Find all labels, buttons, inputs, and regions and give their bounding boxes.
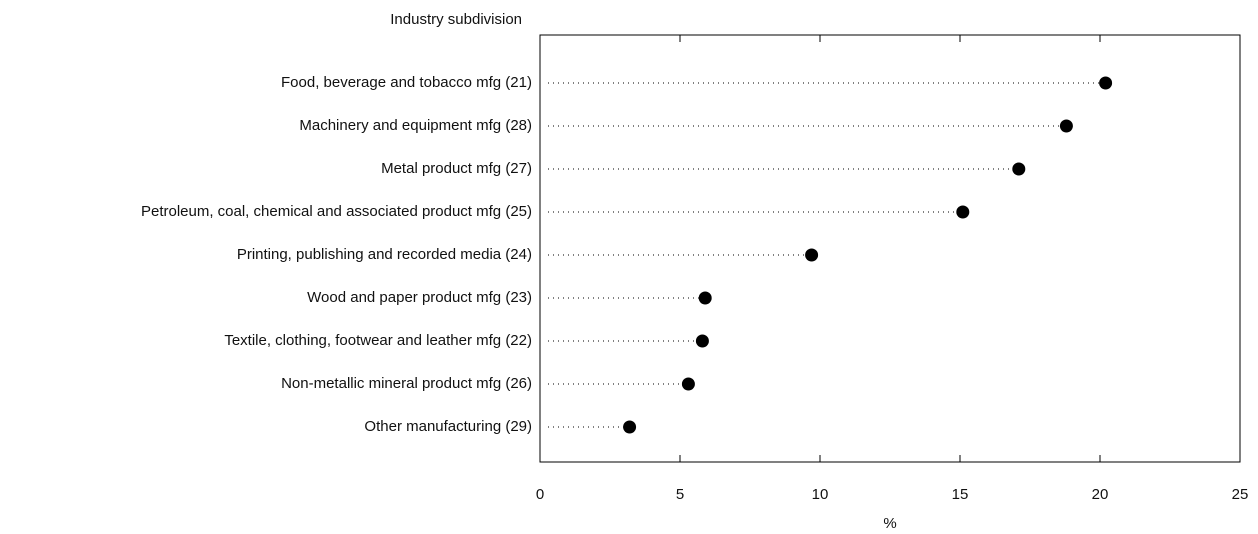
y-tick-label: Petroleum, coal, chemical and associated…	[141, 203, 532, 220]
dot	[805, 248, 819, 262]
dot	[1059, 119, 1073, 133]
y-tick-label: Food, beverage and tobacco mfg (21)	[281, 74, 532, 91]
y-axis-title: Industry subdivision	[390, 11, 522, 28]
x-tick-label: 20	[1092, 486, 1109, 503]
x-tick-label: 5	[676, 486, 684, 503]
y-tick-label: Textile, clothing, footwear and leather …	[224, 332, 532, 349]
x-tick-label: 25	[1232, 486, 1249, 503]
x-tick-label: 10	[812, 486, 829, 503]
dot	[695, 334, 709, 348]
x-tick-label: 0	[536, 486, 544, 503]
y-tick-label: Non-metallic mineral product mfg (26)	[281, 375, 532, 392]
plot-frame	[539, 34, 1241, 463]
dot	[698, 291, 712, 305]
y-tick-label: Metal product mfg (27)	[381, 160, 532, 177]
dot	[681, 377, 695, 391]
dot	[1099, 76, 1113, 90]
y-tick-label: Wood and paper product mfg (23)	[307, 289, 532, 306]
y-tick-label: Other manufacturing (29)	[364, 418, 532, 435]
dot	[956, 205, 970, 219]
y-tick-label: Printing, publishing and recorded media …	[237, 246, 532, 263]
y-tick-label: Machinery and equipment mfg (28)	[299, 117, 532, 134]
x-tick-label: 15	[952, 486, 969, 503]
dot	[1012, 162, 1026, 176]
x-axis-title: %	[883, 515, 896, 532]
dot	[623, 420, 637, 434]
